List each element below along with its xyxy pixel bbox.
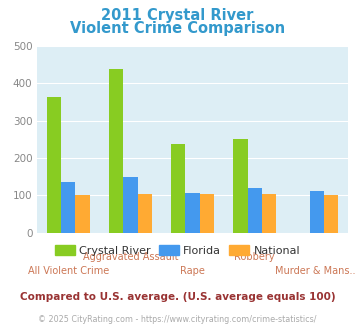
Text: Violent Crime Comparison: Violent Crime Comparison xyxy=(70,21,285,36)
Text: Aggravated Assault: Aggravated Assault xyxy=(83,252,178,262)
Bar xyxy=(233,139,247,233)
Text: Robbery: Robbery xyxy=(234,252,275,262)
Bar xyxy=(200,194,214,233)
Bar xyxy=(262,194,276,233)
Bar xyxy=(185,193,200,233)
Bar xyxy=(310,191,324,233)
Bar xyxy=(61,182,76,233)
Bar xyxy=(138,194,152,233)
Bar xyxy=(171,144,185,233)
Bar xyxy=(47,97,61,233)
Text: 2011 Crystal River: 2011 Crystal River xyxy=(101,8,254,23)
Bar xyxy=(76,195,90,233)
Bar xyxy=(109,69,123,233)
Bar xyxy=(123,178,138,233)
Text: Compared to U.S. average. (U.S. average equals 100): Compared to U.S. average. (U.S. average … xyxy=(20,292,335,302)
Bar xyxy=(247,188,262,233)
Legend: Crystal River, Florida, National: Crystal River, Florida, National xyxy=(50,240,305,260)
Text: All Violent Crime: All Violent Crime xyxy=(28,266,109,276)
Bar xyxy=(324,195,338,233)
Text: Murder & Mans...: Murder & Mans... xyxy=(275,266,355,276)
Text: Rape: Rape xyxy=(180,266,205,276)
Text: © 2025 CityRating.com - https://www.cityrating.com/crime-statistics/: © 2025 CityRating.com - https://www.city… xyxy=(38,315,317,324)
